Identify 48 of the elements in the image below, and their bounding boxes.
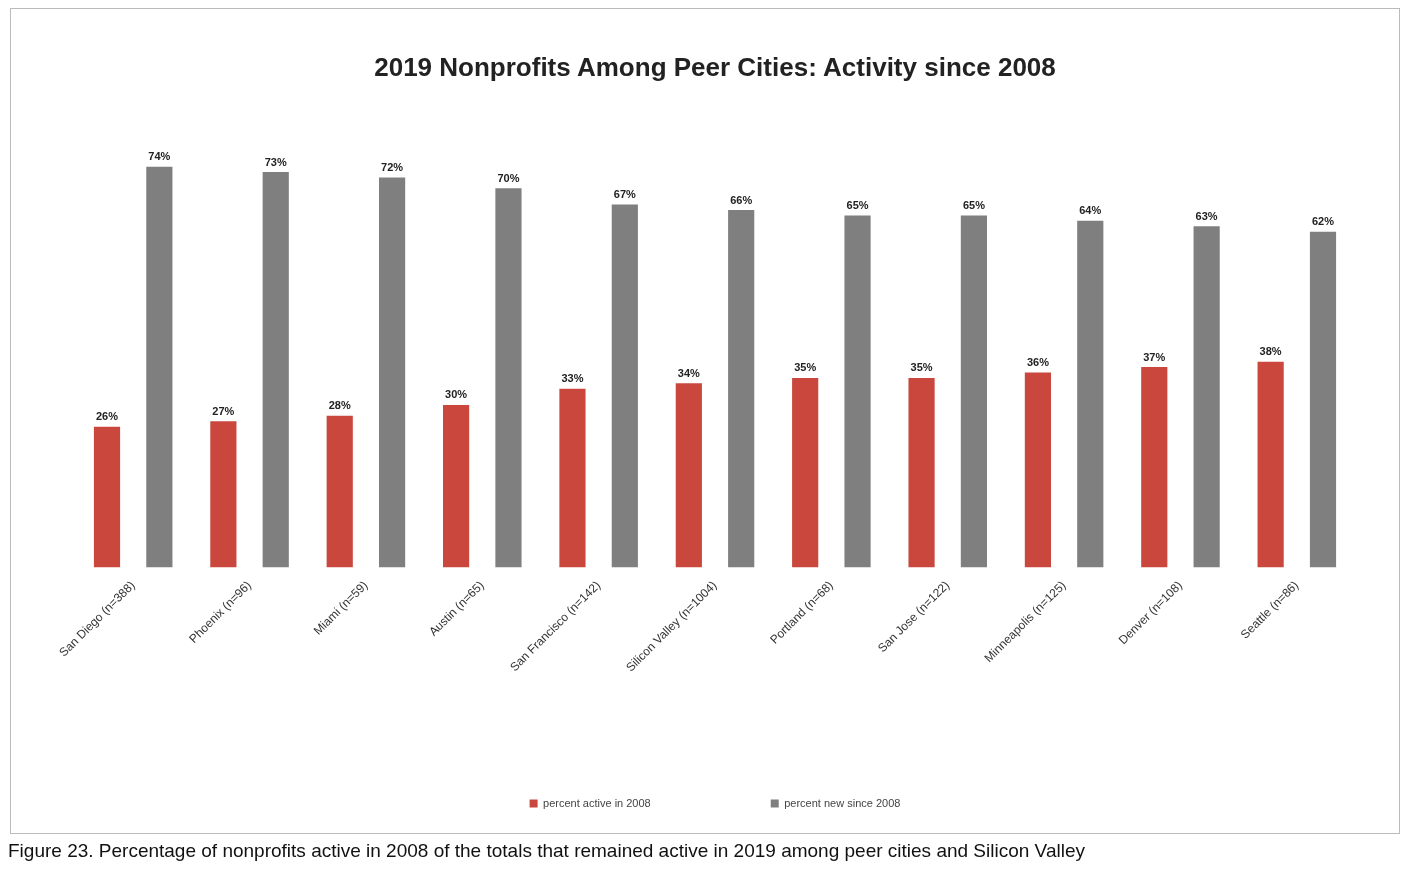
chart-title: 2019 Nonprofits Among Peer Cities: Activity since 2008 bbox=[374, 51, 1056, 82]
data-label: 72% bbox=[381, 161, 404, 174]
caption: Figure 23. Percentage of nonprofits active in 2008 of the totals that remained active in 2019 among peer cities and Silicon Valley bbox=[8, 840, 1085, 862]
data-label: 27% bbox=[212, 404, 235, 417]
data-label: 73% bbox=[264, 155, 287, 168]
data-label: 74% bbox=[148, 150, 171, 163]
data-label: 62% bbox=[1311, 215, 1335, 228]
bar bbox=[1141, 367, 1168, 568]
bar bbox=[379, 177, 406, 568]
data-label: 65% bbox=[962, 198, 986, 211]
bar bbox=[1193, 226, 1220, 568]
data-label: 38% bbox=[1259, 345, 1282, 358]
bar bbox=[559, 388, 586, 568]
data-label: 35% bbox=[910, 361, 933, 374]
data-label: 63% bbox=[1195, 209, 1218, 222]
data-label: 65% bbox=[846, 198, 869, 211]
bar bbox=[675, 383, 702, 568]
data-label: 67% bbox=[613, 188, 637, 201]
bar bbox=[1024, 372, 1051, 568]
data-label: 34% bbox=[677, 366, 701, 379]
data-label: 70% bbox=[497, 171, 520, 184]
legend-label: percent new since 2008 bbox=[784, 796, 901, 809]
data-label: 26% bbox=[95, 410, 119, 423]
bar bbox=[611, 204, 638, 568]
bar bbox=[262, 172, 289, 568]
data-label: 30% bbox=[445, 388, 468, 401]
bar bbox=[728, 210, 755, 568]
data-label: 66% bbox=[730, 193, 753, 206]
bar bbox=[960, 215, 987, 568]
bar bbox=[1257, 361, 1284, 568]
data-label: 36% bbox=[1026, 356, 1050, 368]
bar bbox=[326, 415, 353, 568]
data-label: 64% bbox=[1079, 204, 1102, 217]
bar bbox=[146, 166, 173, 568]
bar bbox=[844, 215, 871, 568]
data-label: 28% bbox=[328, 399, 351, 412]
data-label: 33% bbox=[561, 372, 584, 385]
bar bbox=[792, 377, 819, 568]
bar bbox=[495, 188, 522, 568]
bar bbox=[210, 421, 237, 568]
data-label: 35% bbox=[794, 361, 817, 374]
bar bbox=[1077, 220, 1104, 568]
bar bbox=[93, 426, 121, 568]
legend-label: percent active in 2008 bbox=[543, 796, 651, 809]
data-label: 37% bbox=[1143, 350, 1166, 363]
bar bbox=[1309, 231, 1337, 568]
bar bbox=[443, 404, 470, 568]
bar bbox=[908, 377, 935, 568]
